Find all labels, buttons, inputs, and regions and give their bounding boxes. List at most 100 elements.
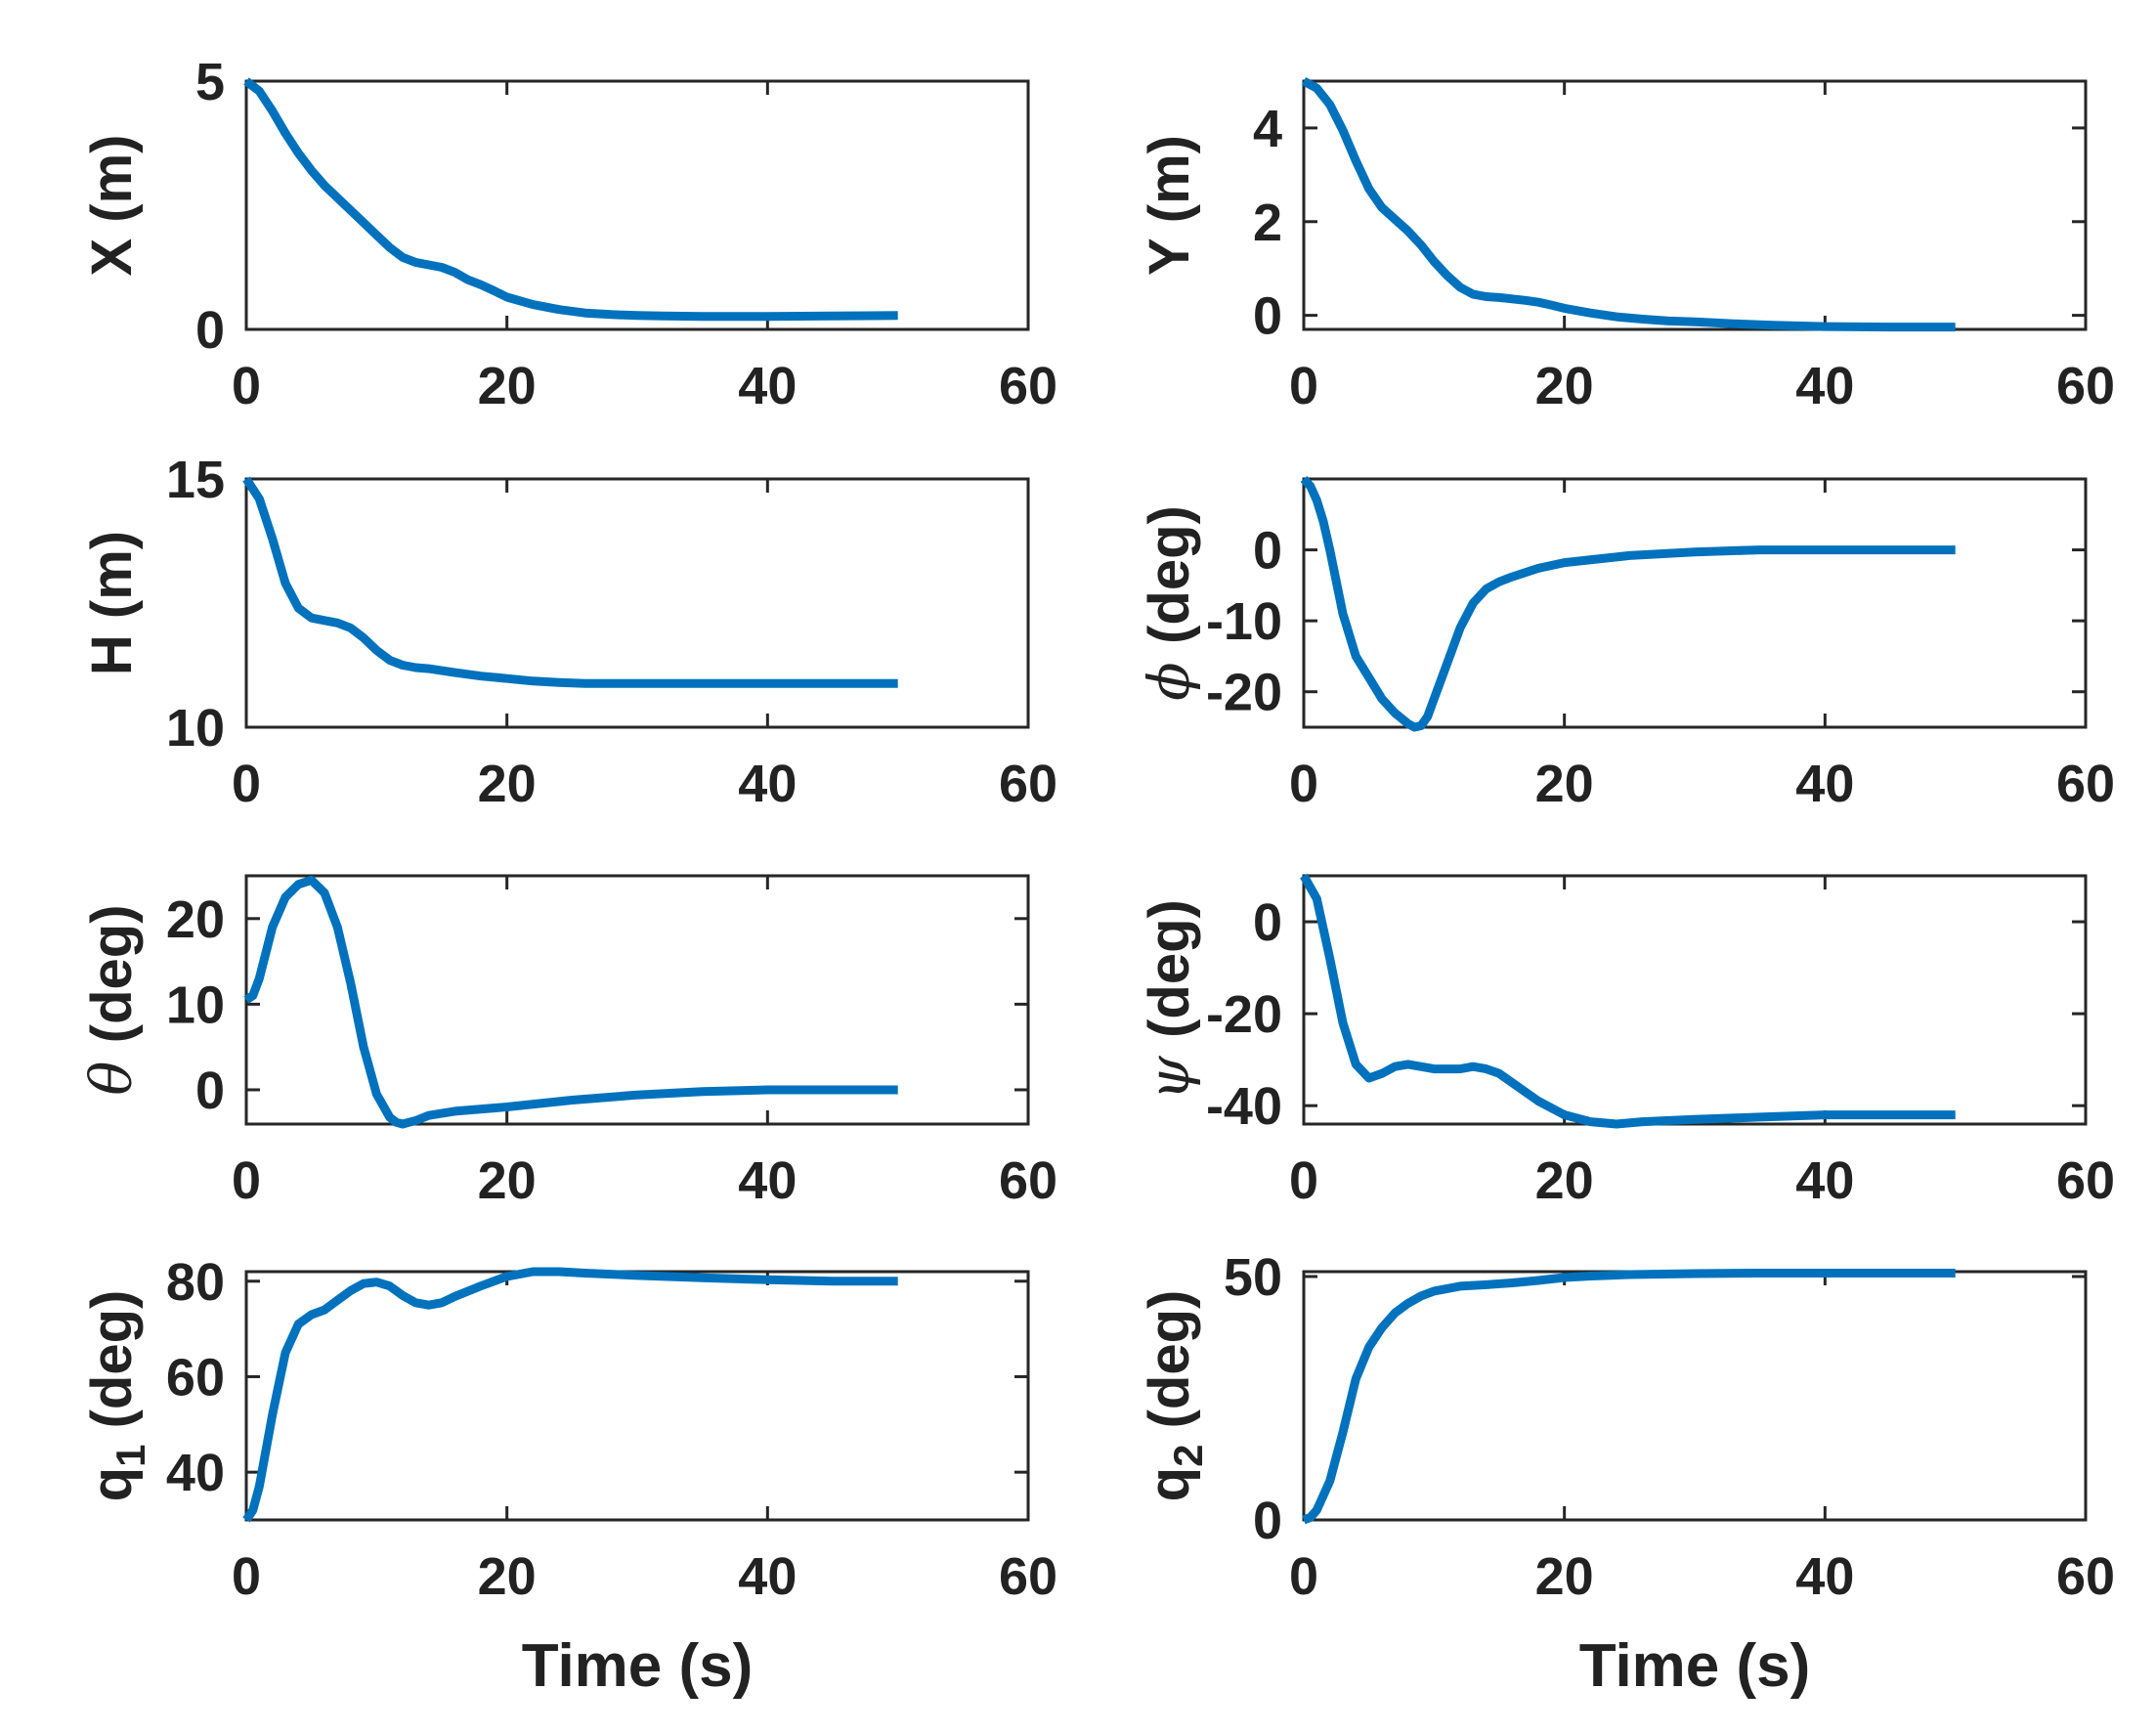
y-axis-label-var: q bbox=[80, 1467, 144, 1501]
figure: 0 20 40 6005X (m)0 20 40 60024Y (m)0 20 40 601015… bbox=[0, 0, 2156, 1733]
x-tick-label: 40 bbox=[1795, 1547, 1854, 1606]
x-tick-label: 20 bbox=[478, 1151, 537, 1210]
subplot-Y: 0 20 40 60 0 2 4 Y (m) bbox=[1138, 81, 2115, 415]
y-tick-label: 2 bbox=[1253, 194, 1282, 252]
y-tick-label: 60 bbox=[166, 1348, 225, 1407]
axes-box bbox=[1304, 479, 2086, 727]
x-tick-label: 0 bbox=[232, 1151, 261, 1210]
y-axis-label: θ (deg) bbox=[78, 904, 145, 1095]
axes-box bbox=[246, 81, 1028, 329]
x-tick-label: 60 bbox=[999, 1547, 1057, 1606]
y-axis-label: q2 (deg) bbox=[1138, 1290, 1211, 1502]
subplot-H: 0 20 40 60 10 15 H (m) bbox=[80, 451, 1057, 813]
axes-box bbox=[246, 479, 1028, 727]
y-tick-label: 80 bbox=[166, 1253, 225, 1312]
y-axis-label-symbol: ϕ bbox=[1136, 644, 1202, 701]
y-tick-label: 0 bbox=[1253, 893, 1282, 952]
y-axis-label: q1 (deg) bbox=[80, 1290, 153, 1502]
y-axis-label-subscript: 2 bbox=[1165, 1445, 1211, 1467]
x-tick-label: 60 bbox=[999, 1151, 1057, 1210]
x-tick-label: 20 bbox=[1535, 1547, 1594, 1606]
y-axis-label-unit: (deg) bbox=[80, 904, 144, 1043]
axes-box bbox=[246, 876, 1028, 1124]
series-line-H bbox=[246, 479, 898, 683]
x-tick-label: 20 bbox=[478, 755, 537, 813]
axes-box bbox=[1304, 876, 2086, 1124]
x-tick-label: 0 bbox=[1289, 1151, 1318, 1210]
x-tick-label: 40 bbox=[738, 357, 797, 415]
subplot-psi: 0 20 40 60 -40 -20 0 ψ (deg) bbox=[1136, 876, 2115, 1210]
x-tick-label: 0 bbox=[232, 357, 261, 415]
series-line-phi bbox=[1304, 479, 1956, 727]
y-tick-label: 20 bbox=[166, 890, 225, 949]
axes-box bbox=[246, 1272, 1028, 1520]
y-tick-label: 50 bbox=[1224, 1248, 1282, 1307]
y-tick-label: 40 bbox=[166, 1444, 225, 1502]
y-axis-label-symbol: ψ bbox=[1136, 1038, 1202, 1101]
x-tick-label: 0 bbox=[1289, 755, 1318, 813]
y-tick-label: 10 bbox=[166, 699, 225, 758]
x-tick-label: 0 bbox=[232, 1547, 261, 1606]
series-line-Y bbox=[1304, 81, 1956, 327]
x-tick-label: 0 bbox=[1289, 1547, 1318, 1606]
y-tick-label: 0 bbox=[1253, 522, 1282, 581]
series-line-X bbox=[246, 81, 898, 317]
axes-box bbox=[1304, 1272, 2086, 1520]
x-tick-label: 20 bbox=[478, 1547, 537, 1606]
x-tick-label: 60 bbox=[999, 755, 1057, 813]
subplot-phi: 0 20 40 60 -20 -10 0 ϕ (deg) bbox=[1136, 479, 2115, 813]
y-tick-label: 0 bbox=[1253, 287, 1282, 346]
y-axis-label-unit: (deg) bbox=[1138, 1290, 1201, 1445]
y-tick-label: 4 bbox=[1253, 100, 1282, 158]
x-tick-label: 20 bbox=[478, 357, 537, 415]
x-axis-label: Time (s) bbox=[1579, 1632, 1811, 1700]
y-tick-label: -40 bbox=[1206, 1077, 1282, 1136]
x-tick-label: 40 bbox=[738, 1547, 797, 1606]
x-tick-label: 20 bbox=[1535, 1151, 1594, 1210]
series-line-theta bbox=[246, 880, 898, 1124]
x-tick-label: 40 bbox=[738, 755, 797, 813]
x-tick-label: 60 bbox=[2056, 1547, 2115, 1606]
subplot-theta: 0 20 40 60 0 10 20 θ (deg) bbox=[78, 876, 1057, 1210]
x-tick-label: 60 bbox=[2056, 1151, 2115, 1210]
axes-box bbox=[1304, 81, 2086, 329]
y-tick-label: 0 bbox=[195, 1061, 225, 1120]
y-axis-label: H (m) bbox=[80, 531, 144, 675]
y-axis-label: Y (m) bbox=[1138, 135, 1201, 276]
y-axis-label-subscript: 1 bbox=[108, 1445, 153, 1467]
y-axis-label-unit: (deg) bbox=[1138, 505, 1201, 644]
x-tick-label: 60 bbox=[2056, 357, 2115, 415]
subplot-X: 0 20 40 60 0 5 X (m) bbox=[80, 53, 1057, 415]
y-tick-label: 0 bbox=[1253, 1492, 1282, 1550]
y-axis-label: X (m) bbox=[80, 135, 144, 277]
y-tick-label: -20 bbox=[1206, 664, 1282, 722]
x-tick-label: 40 bbox=[1795, 357, 1854, 415]
x-tick-label: 40 bbox=[738, 1151, 797, 1210]
x-tick-label: 0 bbox=[232, 755, 261, 813]
series-line-q1 bbox=[246, 1272, 898, 1520]
y-axis-label-var: q bbox=[1138, 1467, 1201, 1501]
y-axis-label: ψ (deg) bbox=[1136, 899, 1202, 1101]
x-tick-label: 60 bbox=[999, 357, 1057, 415]
series-line-psi bbox=[1304, 876, 1956, 1124]
x-tick-label: 40 bbox=[1795, 755, 1854, 813]
x-tick-label: 20 bbox=[1535, 755, 1594, 813]
y-tick-label: -10 bbox=[1206, 592, 1282, 651]
y-axis-label-unit: (deg) bbox=[80, 1290, 144, 1445]
x-tick-label: 60 bbox=[2056, 755, 2115, 813]
y-tick-label: 0 bbox=[195, 301, 225, 360]
y-axis-label: ϕ (deg) bbox=[1136, 505, 1202, 701]
x-axis-label: Time (s) bbox=[522, 1632, 754, 1700]
x-tick-label: 20 bbox=[1535, 357, 1594, 415]
series-line-q2 bbox=[1304, 1274, 1956, 1521]
y-axis-label-unit: (deg) bbox=[1138, 899, 1201, 1038]
y-tick-label: 5 bbox=[195, 53, 225, 111]
y-tick-label: 10 bbox=[166, 975, 225, 1034]
y-tick-label: 15 bbox=[166, 451, 225, 509]
x-tick-label: 0 bbox=[1289, 357, 1318, 415]
y-tick-label: -20 bbox=[1206, 985, 1282, 1044]
y-axis-label-symbol: θ bbox=[78, 1043, 145, 1095]
x-tick-label: 40 bbox=[1795, 1151, 1854, 1210]
